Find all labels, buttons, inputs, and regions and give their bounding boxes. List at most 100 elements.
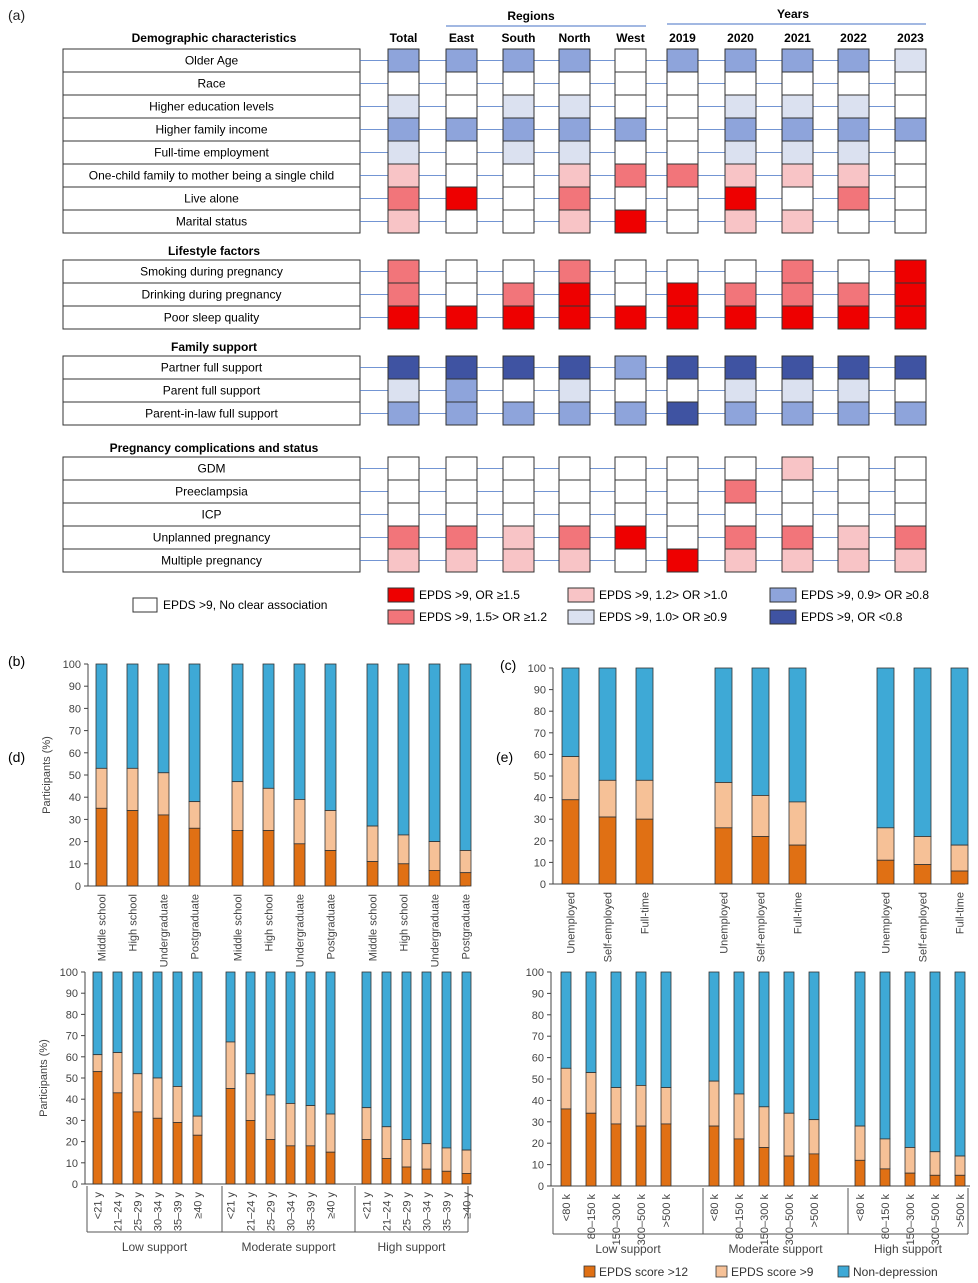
heat-cell bbox=[558, 282, 591, 307]
bar-epds-9 bbox=[561, 756, 580, 801]
bar-epds-12 bbox=[954, 1174, 966, 1187]
heat-cell bbox=[387, 140, 420, 165]
heat-cell bbox=[445, 282, 478, 307]
heat-cell bbox=[558, 140, 591, 165]
heat-cell bbox=[666, 456, 699, 481]
x-tick-label: <80 k bbox=[561, 1194, 573, 1222]
group-label: High support bbox=[874, 1242, 943, 1256]
x-tick-label: Unemployed bbox=[566, 892, 578, 954]
heat-cell bbox=[502, 94, 535, 119]
heat-cell bbox=[837, 71, 870, 96]
bar-epds-9 bbox=[751, 795, 770, 837]
bar-epds-12 bbox=[904, 1172, 916, 1187]
y-tick-label: 40 bbox=[66, 1094, 78, 1106]
bar-nondepression bbox=[879, 971, 891, 1140]
heat-cell bbox=[502, 186, 535, 211]
x-tick-label: 25–29 y bbox=[402, 1192, 414, 1232]
heat-cell bbox=[894, 401, 927, 426]
y-tick-label: 80 bbox=[532, 1010, 544, 1022]
heat-cell bbox=[724, 479, 757, 504]
bar-legend-label: EPDS score >9 bbox=[731, 1265, 814, 1279]
heat-cell bbox=[558, 456, 591, 481]
y-tick-label: 80 bbox=[534, 706, 546, 718]
heat-cell bbox=[781, 502, 814, 527]
heat-cell bbox=[837, 48, 870, 73]
heat-cell bbox=[894, 525, 927, 550]
x-tick-label: Undergraduate bbox=[295, 894, 307, 967]
bar-epds-12 bbox=[188, 827, 201, 887]
x-tick-label: High school bbox=[128, 894, 140, 951]
heat-cell bbox=[781, 186, 814, 211]
bar-nondepression bbox=[585, 971, 597, 1073]
bar-nondepression bbox=[758, 971, 770, 1108]
bar-nondepression bbox=[598, 667, 617, 781]
bar-nondepression bbox=[560, 971, 572, 1069]
heat-cell bbox=[445, 305, 478, 330]
bar-epds-9 bbox=[708, 1080, 720, 1127]
y-tick-label: 30 bbox=[66, 1115, 78, 1127]
heat-cell bbox=[445, 48, 478, 73]
heat-cell bbox=[558, 186, 591, 211]
bar-legend-swatch bbox=[583, 1265, 596, 1278]
y-tick-label: 80 bbox=[69, 703, 81, 715]
heat-cell bbox=[837, 305, 870, 330]
bar-nondepression bbox=[929, 971, 941, 1153]
bar-nondepression bbox=[635, 667, 654, 781]
bar-nondepression bbox=[325, 971, 336, 1115]
y-tick-label: 20 bbox=[532, 1138, 544, 1150]
column-header: West bbox=[616, 31, 644, 45]
heat-cell bbox=[894, 94, 927, 119]
bar-epds-9 bbox=[305, 1105, 316, 1147]
heat-cell bbox=[558, 548, 591, 573]
bar-epds-9 bbox=[397, 834, 410, 865]
heat-cell bbox=[894, 209, 927, 234]
bar-epds-12 bbox=[225, 1088, 236, 1185]
bar-epds-9 bbox=[95, 767, 108, 809]
heat-cell bbox=[387, 163, 420, 188]
bar-epds-9 bbox=[361, 1107, 372, 1140]
heat-cell bbox=[387, 378, 420, 403]
heat-cell bbox=[781, 479, 814, 504]
y-tick-label: 70 bbox=[66, 1031, 78, 1043]
heat-cell bbox=[724, 140, 757, 165]
x-tick-label: High school bbox=[399, 894, 411, 951]
section-title: Demographic characteristics bbox=[132, 31, 297, 45]
bar-nondepression bbox=[708, 971, 720, 1082]
heat-cell bbox=[837, 163, 870, 188]
heat-cell bbox=[502, 140, 535, 165]
heat-cell bbox=[445, 140, 478, 165]
bar-epds-12 bbox=[598, 816, 617, 885]
heat-cell bbox=[781, 94, 814, 119]
bar-epds-12 bbox=[293, 843, 306, 887]
heat-cell bbox=[445, 94, 478, 119]
bar-nondepression bbox=[950, 667, 969, 846]
heat-cell bbox=[837, 94, 870, 119]
x-tick-label: <80 k bbox=[855, 1194, 867, 1222]
panel-b: (b) Participants (%) 0 10 20 30 40 50 60 70 80 90 10… bbox=[8, 653, 473, 967]
heat-cell bbox=[894, 117, 927, 142]
y-tick-label: 70 bbox=[69, 726, 81, 738]
y-tick-label: 60 bbox=[534, 749, 546, 761]
x-tick-label: 300–500 k bbox=[930, 1194, 942, 1246]
y-tick-label: 100 bbox=[526, 967, 544, 979]
heat-cell bbox=[558, 48, 591, 73]
group-label: High support bbox=[377, 1240, 446, 1254]
y-axis-label: Participants (%) bbox=[41, 736, 53, 814]
y-tick-label: 70 bbox=[532, 1031, 544, 1043]
heat-cell bbox=[837, 209, 870, 234]
heat-cell bbox=[666, 259, 699, 284]
heat-cell bbox=[781, 378, 814, 403]
x-tick-label: Undergraduate bbox=[159, 894, 171, 967]
x-tick-label: 30–34 y bbox=[153, 1192, 165, 1232]
bar-nondepression bbox=[132, 971, 143, 1075]
heat-cell bbox=[781, 71, 814, 96]
heat-cell bbox=[666, 71, 699, 96]
bar-epds-9 bbox=[758, 1106, 770, 1148]
heat-cell bbox=[502, 456, 535, 481]
row-label: Poor sleep quality bbox=[164, 311, 259, 325]
heat-cell bbox=[837, 525, 870, 550]
y-tick-label: 50 bbox=[532, 1074, 544, 1086]
row-label: Higher education levels bbox=[149, 100, 274, 114]
bar-epds-12 bbox=[808, 1153, 820, 1187]
